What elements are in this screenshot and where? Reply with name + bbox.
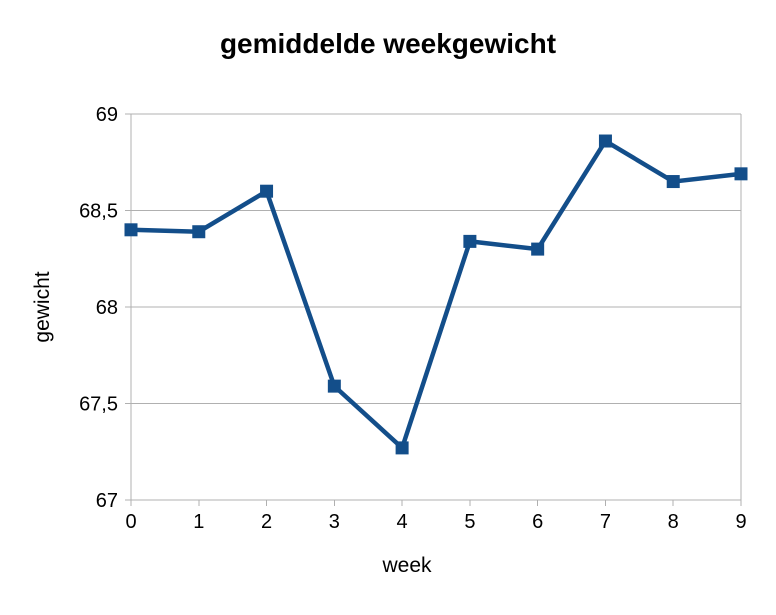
x-tick-label: 9: [735, 511, 746, 533]
x-tick-label: 8: [668, 511, 679, 533]
chart-title: gemiddelde weekgewicht: [219, 28, 557, 59]
x-tick-label: 0: [125, 511, 136, 533]
data-point-marker: [531, 242, 545, 256]
x-tick-label: 2: [261, 511, 272, 533]
x-tick-label: 7: [600, 511, 611, 533]
series-line: [130, 137, 742, 452]
x-tick-label: 3: [329, 511, 340, 533]
x-tick-label: 6: [532, 511, 543, 533]
x-tick-label: 1: [193, 511, 204, 533]
x-tick-label: 4: [397, 511, 408, 533]
data-point-marker: [327, 379, 341, 393]
data-point-marker: [192, 225, 206, 239]
y-tick-label: 68: [96, 297, 118, 319]
data-point-marker: [260, 184, 274, 198]
data-point-marker: [666, 175, 680, 189]
y-tick-label: 67,5: [79, 394, 118, 416]
data-point-marker: [734, 167, 748, 181]
data-point-marker: [598, 134, 612, 148]
data-point-marker: [463, 234, 477, 248]
y-tick-label: 67: [96, 490, 118, 512]
y-tick-label: 68,5: [79, 201, 118, 223]
x-axis-title: week: [382, 554, 432, 577]
y-tick-label: 69: [96, 104, 118, 126]
y-axis-title: gewicht: [31, 271, 54, 343]
x-tick-label: 5: [464, 511, 475, 533]
data-point-marker: [395, 441, 409, 455]
data-point-marker: [124, 223, 138, 237]
